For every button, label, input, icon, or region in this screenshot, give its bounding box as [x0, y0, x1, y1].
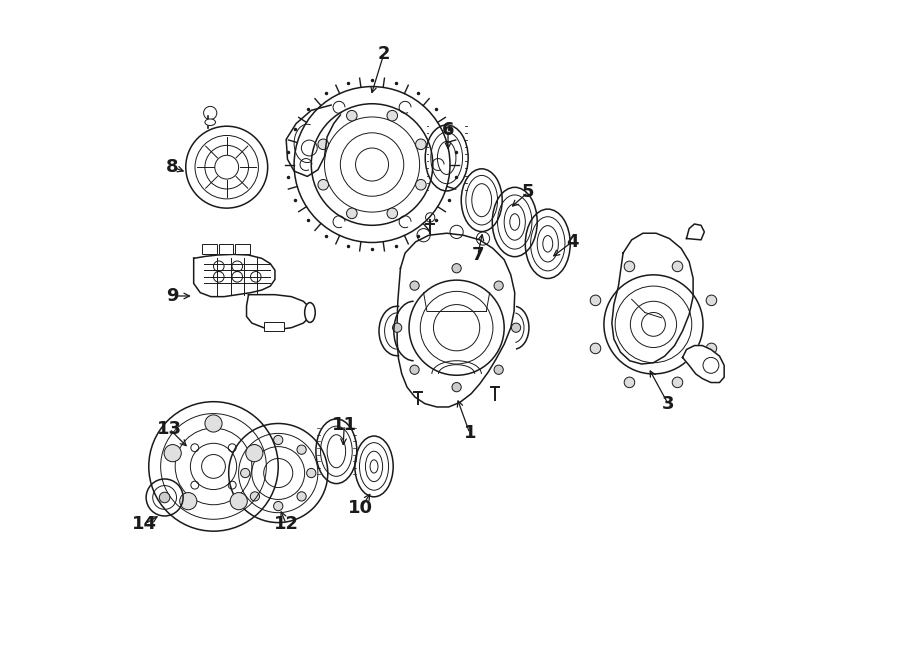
Circle shape	[180, 493, 197, 510]
Circle shape	[307, 469, 316, 478]
Circle shape	[387, 111, 398, 121]
Text: 6: 6	[442, 120, 454, 138]
Text: 3: 3	[662, 395, 674, 412]
Circle shape	[452, 263, 461, 273]
Circle shape	[494, 281, 503, 290]
Circle shape	[625, 377, 634, 388]
Circle shape	[250, 492, 259, 501]
Text: 13: 13	[157, 420, 182, 438]
Text: 4: 4	[566, 233, 579, 251]
Text: 2: 2	[378, 44, 391, 62]
Circle shape	[318, 139, 328, 150]
Circle shape	[246, 445, 263, 461]
Circle shape	[297, 492, 306, 501]
Circle shape	[625, 261, 634, 271]
Circle shape	[230, 493, 248, 510]
Text: 5: 5	[522, 183, 535, 201]
Circle shape	[590, 295, 601, 306]
Circle shape	[410, 281, 419, 290]
Text: 10: 10	[348, 499, 374, 517]
Circle shape	[240, 469, 250, 478]
Circle shape	[706, 343, 716, 354]
Circle shape	[410, 365, 419, 375]
Circle shape	[452, 383, 461, 392]
Bar	[202, 244, 217, 254]
Text: 8: 8	[166, 158, 179, 176]
Circle shape	[590, 343, 601, 354]
Ellipse shape	[205, 119, 215, 126]
Text: 14: 14	[132, 515, 157, 533]
Circle shape	[346, 111, 357, 121]
Circle shape	[511, 323, 521, 332]
Circle shape	[346, 208, 357, 218]
Circle shape	[392, 323, 401, 332]
Circle shape	[274, 501, 283, 510]
Circle shape	[672, 377, 683, 388]
Circle shape	[494, 365, 503, 375]
Polygon shape	[397, 233, 515, 407]
Polygon shape	[194, 254, 274, 297]
Circle shape	[416, 179, 427, 190]
Bar	[219, 244, 233, 254]
Circle shape	[297, 445, 306, 454]
Text: 7: 7	[472, 246, 484, 264]
Text: 11: 11	[332, 416, 356, 434]
Circle shape	[672, 261, 683, 271]
Polygon shape	[687, 224, 705, 240]
Circle shape	[416, 139, 427, 150]
Circle shape	[205, 415, 222, 432]
Circle shape	[159, 492, 170, 502]
Text: 9: 9	[166, 287, 179, 305]
Text: 12: 12	[274, 515, 299, 533]
Circle shape	[318, 179, 328, 190]
Circle shape	[387, 208, 398, 218]
Bar	[264, 322, 284, 331]
Circle shape	[164, 445, 181, 461]
Polygon shape	[247, 295, 310, 330]
Ellipse shape	[305, 303, 315, 322]
Polygon shape	[682, 346, 725, 383]
Circle shape	[706, 295, 716, 306]
Bar	[235, 244, 250, 254]
Text: 1: 1	[464, 424, 476, 442]
Circle shape	[250, 445, 259, 454]
Circle shape	[274, 436, 283, 445]
Polygon shape	[612, 233, 693, 364]
